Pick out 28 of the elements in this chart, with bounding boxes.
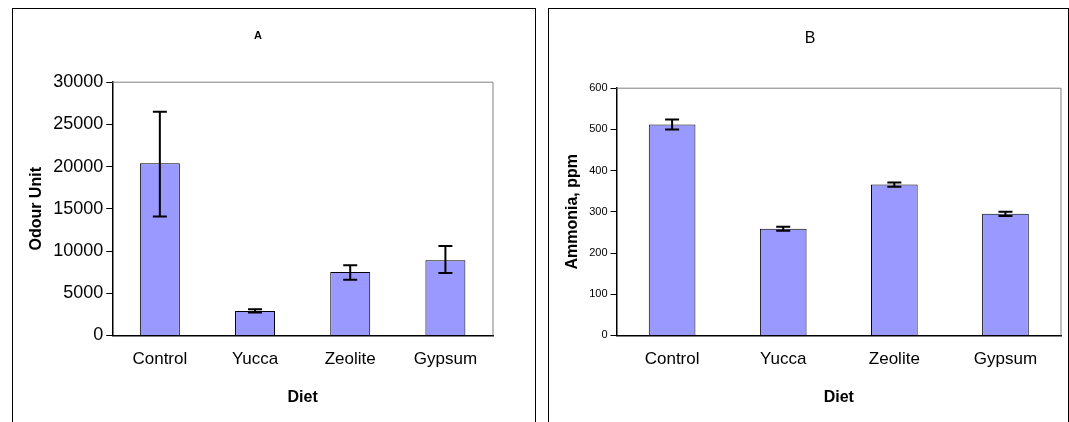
y-tick-label: 500 bbox=[589, 122, 608, 135]
x-tick-label: Yucca bbox=[231, 349, 279, 369]
x-tick-label: Gypsum bbox=[973, 349, 1038, 369]
y-tick-label: 300 bbox=[589, 204, 608, 217]
x-tick-label: Control bbox=[132, 349, 188, 369]
y-tick-label: 0 bbox=[601, 328, 608, 341]
x-tick-label: Control bbox=[644, 349, 700, 369]
y-axis-title: Ammonia, ppm bbox=[563, 154, 581, 270]
y-tick-label: 5000 bbox=[63, 282, 104, 303]
chart-title: A bbox=[254, 28, 263, 41]
y-tick-label: 10000 bbox=[53, 239, 104, 260]
x-axis-title: Diet bbox=[823, 387, 855, 405]
y-tick-label: 100 bbox=[589, 287, 608, 300]
y-tick-label: 30000 bbox=[53, 71, 104, 92]
y-tick-label: 15000 bbox=[53, 197, 104, 218]
x-tick-label: Yucca bbox=[760, 349, 807, 369]
x-tick-label: Zeolite bbox=[868, 349, 920, 369]
x-axis-title: Diet bbox=[287, 387, 319, 405]
chart-title: B bbox=[804, 29, 816, 47]
y-tick-label: 200 bbox=[589, 246, 608, 259]
y-tick-label: 400 bbox=[589, 163, 608, 176]
y-tick-label: 0 bbox=[93, 324, 104, 345]
y-axis-title: Odour Unit bbox=[27, 166, 45, 251]
y-tick-label: 25000 bbox=[53, 113, 104, 134]
y-tick-label: 600 bbox=[589, 81, 608, 94]
y-tick-label: 20000 bbox=[53, 155, 104, 176]
x-tick-label: Zeolite bbox=[324, 349, 376, 369]
x-tick-label: Gypsum bbox=[413, 349, 478, 369]
